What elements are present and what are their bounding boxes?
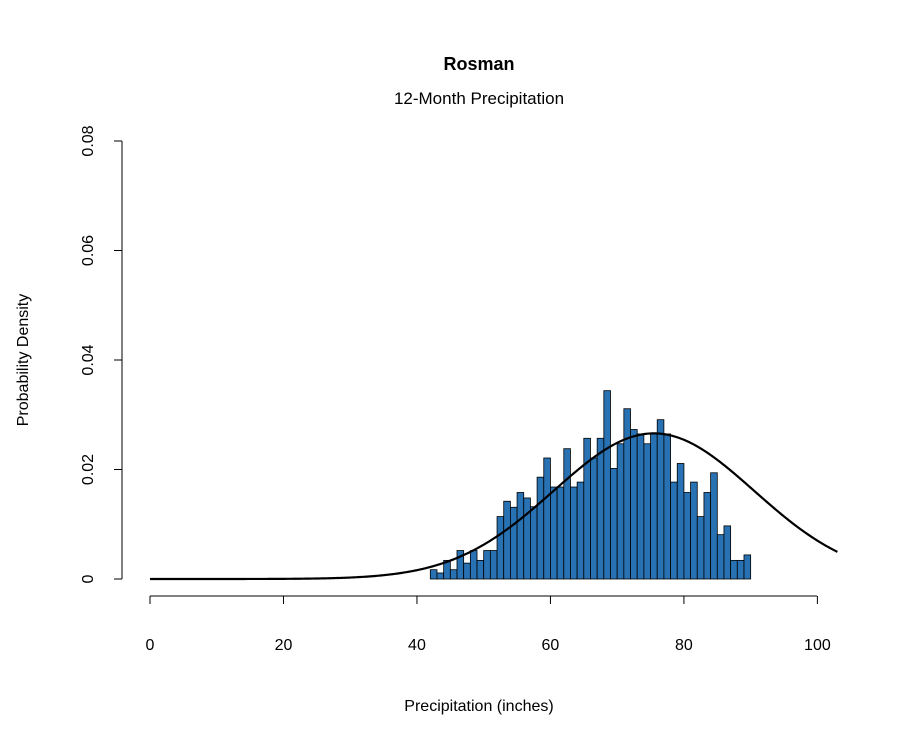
x-tick-label: 40 xyxy=(408,637,426,654)
histogram-bar xyxy=(696,516,705,580)
histogram-bar xyxy=(730,559,738,580)
histogram-bar xyxy=(683,492,691,580)
histogram-bars xyxy=(429,390,752,580)
histogram-bar xyxy=(463,562,471,580)
histogram-bar xyxy=(636,433,645,580)
histogram-bar xyxy=(570,486,578,580)
histogram-bar xyxy=(670,481,678,580)
histogram-bar xyxy=(536,476,545,580)
histogram-bar xyxy=(516,492,525,580)
histogram-bar xyxy=(663,433,671,580)
histogram-bar xyxy=(676,463,685,580)
histogram-bar xyxy=(576,481,585,580)
histogram-bar xyxy=(703,492,712,580)
x-axis: 0 20 40 60 80 100 xyxy=(146,595,831,654)
histogram-bar xyxy=(489,550,498,580)
chart-title: Rosman xyxy=(443,54,514,74)
histogram-bar xyxy=(643,443,651,580)
histogram-bar xyxy=(736,559,745,580)
histogram-bar xyxy=(483,550,491,580)
histogram-bar xyxy=(743,554,752,580)
normal-density-curve xyxy=(150,432,838,581)
x-tick-label: 60 xyxy=(542,637,560,654)
histogram-bar xyxy=(469,550,478,580)
histogram-bar xyxy=(530,506,538,580)
histogram-bar xyxy=(650,433,658,580)
x-tick-label: 0 xyxy=(146,637,155,654)
y-tick-label: 0.08 xyxy=(80,125,97,156)
histogram-bar xyxy=(523,497,531,580)
y-tick-label: 0.02 xyxy=(80,454,97,485)
x-tick-label: 100 xyxy=(804,637,831,654)
histogram-bar xyxy=(556,486,565,580)
histogram-bar xyxy=(616,443,625,580)
y-axis: 0 0.02 0.04 0.06 0.08 xyxy=(80,125,123,583)
histogram-bar xyxy=(496,516,505,580)
histogram-bar xyxy=(716,534,725,580)
y-axis-label: Probability Density xyxy=(15,294,32,427)
y-tick-label: 0.04 xyxy=(80,344,97,375)
chart-subtitle: 12-Month Precipitation xyxy=(394,89,564,108)
histogram-bar xyxy=(603,390,611,580)
histogram-bar xyxy=(429,569,438,580)
histogram-bar xyxy=(543,457,551,580)
y-tick-label: 0.06 xyxy=(80,235,97,266)
histogram-bar xyxy=(550,486,558,580)
histogram-bar xyxy=(690,481,698,580)
x-axis-label: Precipitation (inches) xyxy=(404,698,553,715)
histogram-bar xyxy=(590,457,598,580)
histogram-bar xyxy=(723,525,732,580)
x-tick-label: 20 xyxy=(275,637,293,654)
histogram-bar xyxy=(476,559,485,580)
histogram-bar xyxy=(710,472,718,580)
histogram-bar xyxy=(509,506,518,580)
histogram-bar xyxy=(596,437,605,580)
histogram-bar xyxy=(436,572,445,580)
histogram-bar xyxy=(610,467,618,580)
histogram-bar xyxy=(656,419,665,580)
x-tick-label: 80 xyxy=(675,637,693,654)
histogram-bar xyxy=(503,500,511,580)
histogram-bar xyxy=(623,408,631,580)
y-tick-label: 0 xyxy=(80,574,97,583)
histogram-bar xyxy=(630,429,638,580)
histogram-bar xyxy=(563,448,571,580)
histogram-bar xyxy=(449,569,458,580)
